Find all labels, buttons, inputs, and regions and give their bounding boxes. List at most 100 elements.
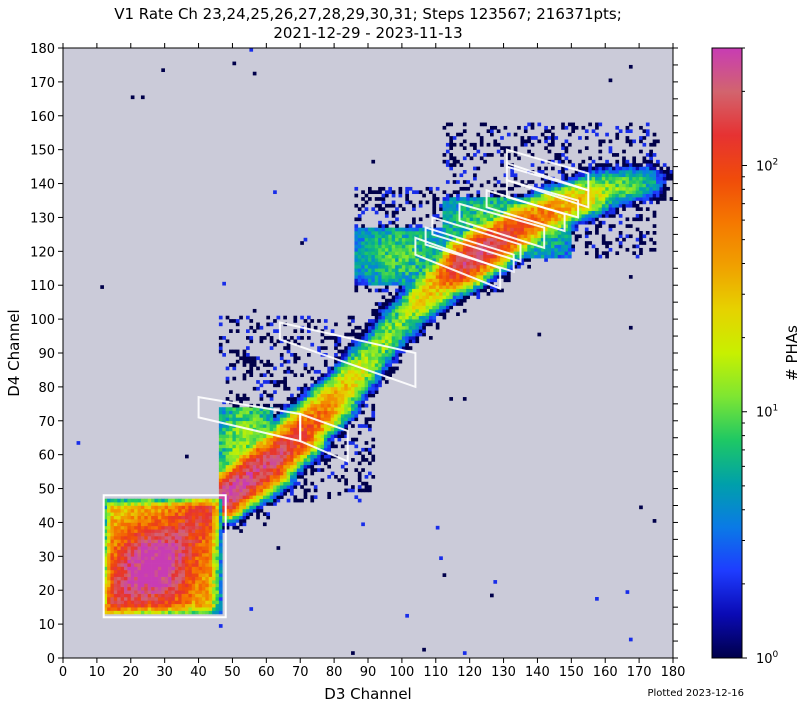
heatmap-cell [483, 288, 487, 293]
heatmap-cell [354, 278, 359, 283]
heatmap-cell [483, 207, 487, 211]
heatmap-cell [388, 373, 393, 378]
heatmap-cell [303, 407, 308, 411]
heatmap-cell [279, 454, 284, 459]
heatmap-cell [140, 573, 145, 577]
heatmap-cell [161, 505, 165, 510]
heatmap-cell [124, 563, 128, 567]
heatmap-cell [212, 603, 216, 608]
heatmap-cell [503, 125, 508, 130]
heatmap-cell [561, 125, 565, 130]
heatmap-cell [147, 529, 152, 533]
heatmap-cell [395, 322, 399, 327]
heatmap-cell [242, 478, 247, 483]
heatmap-cell [452, 163, 457, 167]
heatmap-cell [198, 610, 203, 615]
heatmap-cell [547, 247, 552, 252]
heatmap-cell [134, 586, 138, 591]
heatmap-cell [354, 217, 359, 222]
heatmap-cell [374, 339, 379, 344]
heatmap-cell [134, 610, 138, 615]
heatmap-cell [466, 217, 470, 222]
heatmap-cell [476, 200, 481, 205]
heatmap-cell [252, 454, 257, 459]
heatmap-cell [110, 603, 115, 608]
heatmap-cell [374, 227, 379, 232]
heatmap-cell [242, 475, 247, 479]
heatmap-cell [290, 403, 294, 408]
heatmap-cell [561, 146, 565, 150]
heatmap-cell [479, 142, 484, 147]
heatmap-cell [364, 325, 369, 330]
heatmap-cell [249, 491, 254, 496]
heatmap-cell [266, 427, 271, 432]
heatmap-cell [544, 193, 548, 198]
heatmap-cell [262, 461, 267, 466]
heatmap-cell [144, 512, 149, 516]
heatmap-cell [466, 295, 470, 300]
heatmap-cell [361, 203, 365, 208]
heatmap-cell [296, 434, 301, 439]
heatmap-cell [110, 563, 115, 567]
heatmap-cell [381, 264, 386, 269]
heatmap-cell [323, 410, 328, 415]
heatmap-cell [246, 508, 250, 513]
heatmap-cell [313, 397, 318, 401]
heatmap-cell [469, 281, 474, 286]
heatmap-cell [523, 244, 528, 249]
heatmap-cell [493, 220, 498, 225]
heatmap-cell [361, 454, 365, 459]
heatmap-cell [330, 430, 335, 435]
heatmap-cell [415, 339, 420, 344]
heatmap-cell [476, 220, 481, 225]
heatmap-cell [384, 315, 389, 320]
heatmap-cell [330, 441, 335, 445]
heatmap-cell [242, 481, 247, 486]
heatmap-cell [374, 275, 379, 279]
heatmap-cell [415, 308, 420, 313]
heatmap-cell [547, 193, 552, 198]
heatmap-cell [273, 366, 277, 371]
heatmap-cell [208, 519, 213, 523]
heatmap-cell [361, 363, 365, 367]
heatmap-cell [246, 464, 250, 469]
heatmap-cell [398, 295, 403, 300]
heatmap-cell [110, 532, 115, 537]
heatmap-cell [198, 583, 203, 588]
heatmap-cell [564, 190, 569, 195]
heatmap-cell [456, 258, 460, 262]
heatmap-cell [462, 261, 467, 266]
heatmap-cell [344, 407, 348, 411]
heatmap-cell [279, 356, 284, 361]
heatmap-cell [371, 325, 376, 330]
heatmap-cell [500, 275, 504, 279]
heatmap-cell [506, 217, 511, 222]
heatmap-cell [164, 580, 169, 584]
heatmap-cell [422, 241, 426, 245]
heatmap-cell [276, 488, 281, 493]
heatmap-cell [140, 549, 145, 554]
heatmap-cell [171, 573, 176, 577]
heatmap-cell [313, 403, 318, 408]
heatmap-cell [452, 220, 457, 225]
heatmap-cell [168, 580, 172, 584]
heatmap-cell [561, 214, 565, 218]
heatmap-cell [154, 552, 159, 557]
heatmap-cell [286, 403, 291, 408]
heatmap-cell [286, 488, 291, 493]
heatmap-cell [523, 197, 528, 201]
heatmap-cell [344, 403, 348, 408]
heatmap-cell [418, 302, 423, 306]
heatmap-cell [262, 471, 267, 476]
heatmap-cell [107, 546, 111, 550]
heatmap-cell [317, 349, 321, 354]
heatmap-cell [296, 458, 301, 462]
heatmap-cell [384, 227, 389, 232]
heatmap-cell [449, 163, 454, 167]
heatmap-cell [279, 414, 284, 418]
heatmap-cell [466, 180, 470, 184]
heatmap-cell [300, 430, 304, 435]
heatmap-cell [157, 508, 162, 513]
heatmap-cell [157, 566, 162, 571]
heatmap-cell [412, 231, 416, 235]
